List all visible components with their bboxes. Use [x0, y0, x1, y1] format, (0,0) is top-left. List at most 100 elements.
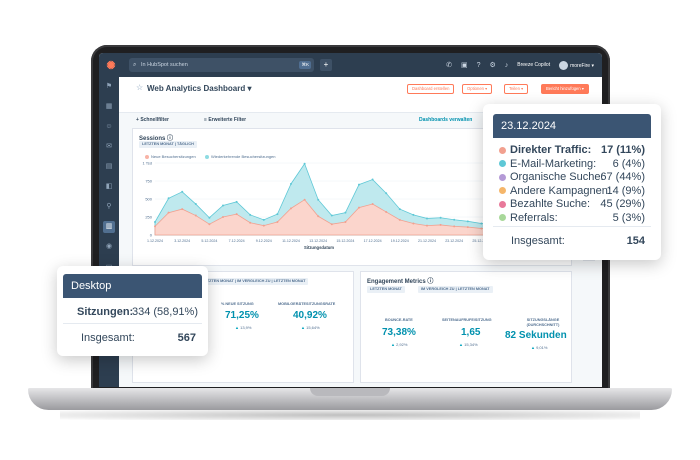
data-point-new — [398, 218, 401, 221]
tooltip-row-label-text: Direkter Traffic: — [510, 144, 592, 156]
data-point-new — [262, 224, 265, 227]
data-point-new — [371, 203, 374, 206]
data-point-new — [154, 225, 156, 228]
tooltip-row-label: Referrals: — [499, 212, 558, 224]
marketplace-icon[interactable]: ▣ — [460, 62, 468, 69]
data-point-returning — [344, 211, 347, 214]
desktop-sessions-value: 334 (58,91%) — [131, 306, 198, 318]
reporting-icon[interactable]: ▥ — [103, 221, 115, 233]
tooltip-row-value: 45 (29%) — [600, 198, 645, 210]
search-icon: ⌕ — [133, 62, 137, 68]
copilot-button[interactable]: Breeze Copilot — [517, 62, 551, 68]
quick-filter-button[interactable]: + Schnellfilter — [136, 117, 169, 123]
tooltip-row-label-text: Bezahlte Suche: — [510, 198, 591, 210]
account-menu[interactable]: moreFire ▾ — [559, 60, 594, 70]
help-icon[interactable]: ? — [476, 61, 481, 69]
account-name: moreFire — [570, 62, 591, 69]
info-icon[interactable]: ⓘ — [427, 279, 434, 285]
data-management-icon[interactable]: ◉ — [105, 243, 113, 250]
tooltip-row-label: Organische Suche: — [499, 171, 604, 183]
options-button[interactable]: Optionen ▾ — [462, 84, 493, 94]
x-tick-label: 15.12.2024 — [336, 239, 354, 243]
x-tick-label: 17.12.2024 — [364, 239, 382, 243]
tooltip-total-label: Insgesamt: — [511, 235, 565, 247]
engagement-pill-range[interactable]: LETZTEN MONAT — [367, 286, 405, 293]
engagement-pill-compare[interactable]: IM VERGLEICH ZU | LETZTEN MONAT — [418, 286, 493, 293]
tooltip-row-label: Direkter Traffic: — [499, 144, 591, 156]
marketing-icon[interactable]: ✉ — [106, 143, 112, 150]
data-point-new — [466, 226, 469, 229]
legend-returning-sessions: Wiederkehrende Besuchersitzungen — [205, 154, 275, 159]
x-tick-label: 23.12.2024 — [445, 239, 463, 243]
tooltip-row-value: 17 (11%) — [600, 144, 645, 156]
data-point-new — [167, 211, 170, 214]
manage-dashboards-link[interactable]: Dashboards verwalten — [419, 117, 473, 123]
page-title[interactable]: Web Analytics Dashboard ▾ — [147, 84, 252, 93]
data-point-returning — [466, 220, 469, 223]
hubspot-logo-icon[interactable]: ✺ — [106, 59, 116, 72]
settings-icon[interactable]: ⚙ — [489, 62, 496, 69]
metric-value-session-length: 82 Sekunden — [505, 330, 567, 341]
metric-label-session-length: SITZUNGSLÄNGE (DURCHSCHNITT) — [526, 318, 560, 327]
contacts-icon[interactable]: ☺ — [105, 123, 113, 130]
up-arrow-icon: ▲ — [235, 325, 239, 330]
metric-delta-mobile-rate-value: 15,64% — [306, 325, 320, 330]
data-point-new — [235, 213, 238, 216]
tooltip-row-value: 67 (44%) — [600, 171, 645, 183]
add-report-button[interactable]: Bericht hinzufügen ▾ — [541, 84, 589, 94]
metric-value-mobile-rate: 40,92% — [293, 310, 327, 321]
laptop-shadow — [60, 410, 640, 420]
date-range-pill[interactable]: LETZTEN MONAT | TÄGLICH — [139, 141, 197, 148]
search-input[interactable]: ⌕ In HubSpot suchen ⌘K — [129, 58, 314, 72]
tooltip-row-label-text: Andere Kampagnen: — [510, 184, 611, 197]
desktop-pill[interactable]: LETZTEN MONAT | IM VERGLEICH ZU | LETZTE… — [199, 278, 309, 285]
desktop-tooltip-title: Desktop — [71, 280, 112, 292]
metric-delta-bounce-value: 2,92% — [396, 342, 408, 347]
up-arrow-icon: ▲ — [301, 325, 305, 330]
data-point-returning — [317, 198, 320, 201]
tooltip-row-value: 5 (3%) — [612, 211, 645, 224]
data-point-new — [439, 223, 442, 226]
x-tick-label: 3.12.2024 — [174, 239, 190, 243]
engagement-title: Engagement Metrics ⓘ — [367, 276, 433, 285]
advanced-filter-button[interactable]: ≡ Erweiterte Filter — [204, 117, 247, 123]
bookmark-icon[interactable]: ⚑ — [105, 83, 113, 90]
desktop-tooltip-divider — [63, 323, 202, 324]
data-point-new — [181, 208, 184, 211]
share-button[interactable]: Teilen ▾ — [504, 84, 529, 94]
data-point-returning — [480, 222, 483, 225]
y-tick-label: 750 — [145, 179, 152, 184]
metric-value-pageviews: 1,65 — [461, 327, 481, 338]
commerce-icon[interactable]: ◧ — [105, 183, 113, 190]
up-arrow-icon: ▲ — [531, 345, 535, 350]
legend-label-returning: Wiederkehrende Besuchersitzungen — [211, 154, 276, 159]
metric-value-new-session: 71,25% — [225, 310, 259, 321]
data-point-new — [194, 214, 197, 217]
x-tick-label: 1.12.2024 — [147, 239, 163, 243]
data-point-returning — [290, 182, 292, 185]
notifications-icon[interactable]: ♪ — [504, 61, 509, 69]
workspaces-icon[interactable]: ▦ — [105, 103, 113, 110]
date-breakdown-tooltip: 23.12.2024 Direkter Traffic: 17 (11%) E-Ma… — [483, 104, 661, 260]
metric-delta-new-session-value: 13,9% — [240, 325, 252, 330]
data-point-new — [330, 223, 333, 226]
advanced-filter-label: Erweiterte Filter — [208, 117, 247, 123]
engagement-title-text: Engagement Metrics — [367, 279, 426, 285]
x-tick-label: 13.12.2024 — [309, 239, 327, 243]
content-icon[interactable]: ▤ — [105, 163, 113, 170]
desktop-sessions-label: Sitzungen: — [77, 306, 134, 318]
favorite-star-icon[interactable]: ☆ — [136, 83, 144, 92]
metric-label-pageviews: SEITENAUFRUFE/SITZUNG — [442, 318, 492, 322]
data-point-returning — [235, 200, 238, 203]
create-icon[interactable]: + — [320, 59, 332, 71]
tooltip-row-dot — [499, 214, 506, 222]
phone-icon[interactable]: ✆ — [446, 62, 452, 69]
data-point-returning — [385, 192, 388, 195]
metric-delta-bounce: ▲ 2,92% — [391, 342, 407, 347]
metric-delta-new-session: ▲ 13,9% — [235, 325, 251, 330]
automation-icon[interactable]: ⚲ — [106, 203, 112, 210]
x-tick-label: 25.12.2024 — [472, 239, 490, 243]
data-point-new — [453, 225, 456, 228]
create-dashboard-button[interactable]: Dashboard erstellen — [407, 84, 455, 94]
info-icon[interactable]: ⓘ — [167, 136, 174, 142]
